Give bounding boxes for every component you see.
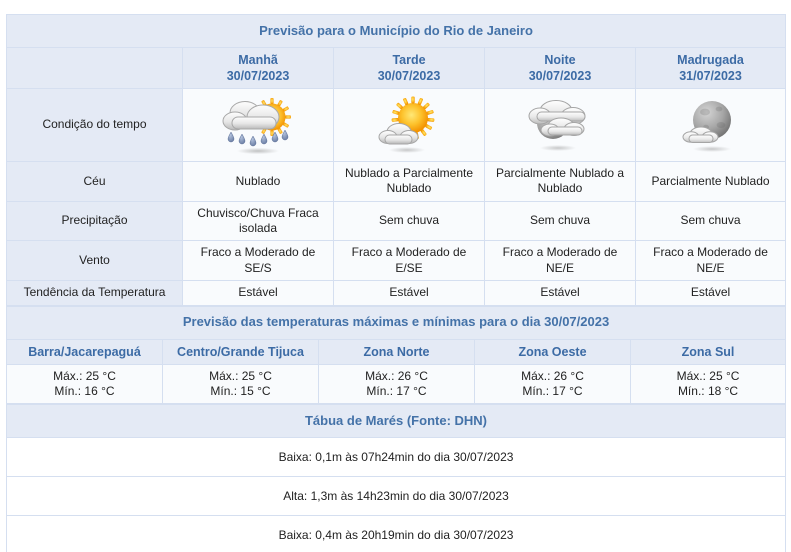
row-label-condicao: Condição do tempo: [6, 88, 183, 162]
min-temp: Mín.: 17 °C: [522, 383, 583, 398]
precipitation-madrugada: Sem chuva: [634, 200, 787, 242]
trend-noite: Estável: [484, 280, 636, 306]
region-header-centro-grande-tijuca: Centro/Grande Tijuca: [162, 338, 319, 365]
min-temp: Mín.: 16 °C: [54, 383, 115, 398]
wind-row: Vento Fraco a Moderado de SE/S Fraco a M…: [6, 240, 787, 282]
region-header-zona-norte: Zona Norte: [318, 338, 475, 365]
max-temp: Máx.: 25 °C: [209, 368, 272, 383]
period-name: Tarde: [392, 53, 426, 67]
trend-madrugada: Estável: [634, 280, 787, 306]
min-temp: Mín.: 17 °C: [366, 383, 427, 398]
period-header-tarde: Tarde 30/07/2023: [333, 47, 485, 89]
sky-noite: Parcialmente Nublado a Nublado: [484, 161, 636, 202]
corner-cell: [6, 47, 183, 89]
temperature-zona-norte: Máx.: 26 °C Mín.: 17 °C: [318, 363, 475, 405]
temperature-zona-oeste: Máx.: 26 °C Mín.: 17 °C: [474, 363, 631, 405]
precipitation-noite: Sem chuva: [484, 200, 636, 242]
condition-cell-manha: [182, 88, 334, 162]
cloud-sun-rain-icon: [183, 89, 333, 161]
wind-madrugada: Fraco a Moderado de NE/E: [634, 240, 787, 282]
precipitation-manha: Chuvisco/Chuva Fraca isolada: [182, 200, 334, 242]
tide-entry: Baixa: 0,1m às 07h24min do dia 30/07/202…: [6, 437, 786, 478]
trend-manha: Estável: [182, 280, 334, 306]
period-header-noite: Noite 30/07/2023: [484, 47, 636, 89]
forecast-table: Previsão para o Município do Rio de Jane…: [5, 14, 787, 306]
forecast-title: Previsão para o Município do Rio de Jane…: [5, 14, 787, 48]
temperature-title: Previsão das temperaturas máximas e míni…: [5, 305, 787, 340]
temperature-centro-grande-tijuca: Máx.: 25 °C Mín.: 15 °C: [162, 363, 319, 405]
sky-madrugada: Parcialmente Nublado: [634, 161, 787, 202]
max-temp: Máx.: 25 °C: [53, 368, 116, 383]
max-temp: Máx.: 26 °C: [521, 368, 584, 383]
tide-entry-row: Alta: 1,3m às 14h23min do dia 30/07/2023: [6, 476, 786, 517]
condition-cell-tarde: [333, 88, 485, 162]
wind-tarde: Fraco a Moderado de E/SE: [333, 240, 485, 282]
tide-title: Tábua de Marés (Fonte: DHN): [6, 404, 786, 439]
moon-clouds-icon: [485, 89, 635, 161]
row-label-tendencia: Tendência da Temperatura: [6, 280, 183, 306]
tide-entry: Alta: 1,3m às 14h23min do dia 30/07/2023: [6, 476, 786, 517]
max-temp: Máx.: 26 °C: [365, 368, 428, 383]
wind-noite: Fraco a Moderado de NE/E: [484, 240, 636, 282]
region-values-row: Máx.: 25 °C Mín.: 16 °C Máx.: 25 °C Mín.…: [6, 363, 787, 405]
sky-manha: Nublado: [182, 161, 334, 202]
tide-entry: Baixa: 0,4m às 20h19min do dia 30/07/202…: [6, 515, 786, 552]
sky-tarde: Nublado a Parcialmente Nublado: [333, 161, 485, 202]
period-name: Madrugada: [677, 53, 744, 67]
row-label-vento: Vento: [6, 240, 183, 282]
period-header-row: Manhã 30/07/2023 Tarde 30/07/2023 Noite …: [6, 47, 787, 89]
trend-tarde: Estável: [333, 280, 485, 306]
max-temp: Máx.: 25 °C: [676, 368, 740, 383]
tide-title-row: Tábua de Marés (Fonte: DHN): [6, 404, 786, 439]
tide-entry-row: Baixa: 0,4m às 20h19min do dia 30/07/202…: [6, 515, 786, 552]
region-header-zona-sul: Zona Sul: [629, 338, 787, 365]
period-header-manha: Manhã 30/07/2023: [182, 47, 334, 89]
sun-cloud-icon: [334, 89, 484, 161]
tide-entry-row: Baixa: 0,1m às 07h24min do dia 30/07/202…: [6, 437, 786, 478]
temperature-title-row: Previsão das temperaturas máximas e míni…: [5, 305, 787, 340]
min-temp: Mín.: 15 °C: [210, 383, 271, 398]
temperature-table: Previsão das temperaturas máximas e míni…: [5, 305, 787, 405]
period-header-madrugada: Madrugada 31/07/2023: [634, 47, 787, 89]
period-date: 31/07/2023: [679, 69, 742, 83]
temperature-zona-sul: Máx.: 25 °C Mín.: 18 °C: [629, 363, 787, 405]
condition-cell-madrugada: [634, 88, 787, 162]
forecast-title-row: Previsão para o Município do Rio de Jane…: [5, 14, 787, 48]
region-header-zona-oeste: Zona Oeste: [474, 338, 631, 365]
period-date: 30/07/2023: [528, 69, 592, 83]
tide-table: Tábua de Marés (Fonte: DHN) Baixa: 0,1m …: [6, 404, 786, 552]
moon-cloud-icon: [636, 89, 785, 161]
wind-manha: Fraco a Moderado de SE/S: [182, 240, 334, 282]
period-date: 30/07/2023: [377, 69, 441, 83]
precipitation-row: Precipitação Chuvisco/Chuva Fraca isolad…: [6, 200, 787, 242]
min-temp: Mín.: 18 °C: [677, 383, 739, 398]
row-label-ceu: Céu: [6, 161, 183, 202]
period-name: Manhã: [238, 53, 278, 67]
condition-cell-noite: [484, 88, 636, 162]
temperature-barra-jacarepagua: Máx.: 25 °C Mín.: 16 °C: [6, 363, 163, 405]
region-header-barra-jacarepagua: Barra/Jacarepaguá: [6, 338, 163, 365]
condition-row: Condição do tempo: [6, 88, 787, 162]
sky-row: Céu Nublado Nublado a Parcialmente Nubla…: [6, 161, 787, 202]
precipitation-tarde: Sem chuva: [333, 200, 485, 242]
temperature-trend-row: Tendência da Temperatura Estável Estável…: [6, 280, 787, 306]
period-name: Noite: [544, 53, 576, 67]
period-date: 30/07/2023: [226, 69, 290, 83]
region-header-row: Barra/Jacarepaguá Centro/Grande Tijuca Z…: [6, 338, 787, 365]
row-label-precipitacao: Precipitação: [6, 200, 183, 242]
